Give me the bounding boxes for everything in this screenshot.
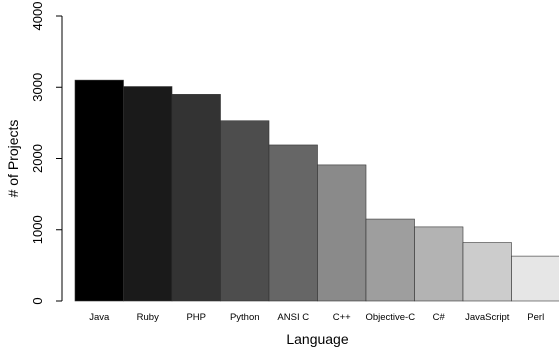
bar-php (171, 94, 221, 302)
bar-perl (511, 255, 559, 302)
bar-c- (414, 226, 464, 302)
x-tick-label: C++ (333, 312, 351, 323)
x-tick-label: C# (433, 312, 446, 323)
y-tick-label: 3000 (30, 73, 45, 102)
y-tick-label: 4000 (30, 2, 45, 31)
bar-c- (317, 164, 367, 302)
y-ticks-group: 0 1000 2000 3000 4000 (30, 2, 62, 305)
x-tick-label: Ruby (137, 312, 159, 323)
x-tick-label: JavaScript (465, 312, 510, 323)
x-tick-label: Objective-C (365, 312, 415, 323)
x-labels-group: Java Ruby PHP Python ANSI C C++ Objective-C C# J… (89, 312, 544, 323)
y-tick-label: 1000 (30, 215, 45, 244)
x-tick-label: Java (89, 312, 110, 323)
bar-python (220, 120, 270, 302)
bar-ansi-c (268, 144, 318, 302)
x-axis-title: Language (286, 331, 349, 347)
y-tick-label: 2000 (30, 144, 45, 173)
x-tick-label: ANSI C (277, 312, 309, 323)
x-tick-label: PHP (186, 312, 206, 323)
x-tick-label: Perl (527, 312, 544, 323)
bars-group (74, 79, 559, 302)
y-tick-label: 0 (30, 297, 45, 304)
bar-ruby (123, 86, 173, 302)
bar-java (74, 79, 124, 302)
y-axis-title: # of Projects (5, 120, 21, 198)
bar-objective-c (365, 218, 415, 302)
bar-javascript (462, 242, 512, 302)
x-tick-label: Python (230, 312, 260, 323)
